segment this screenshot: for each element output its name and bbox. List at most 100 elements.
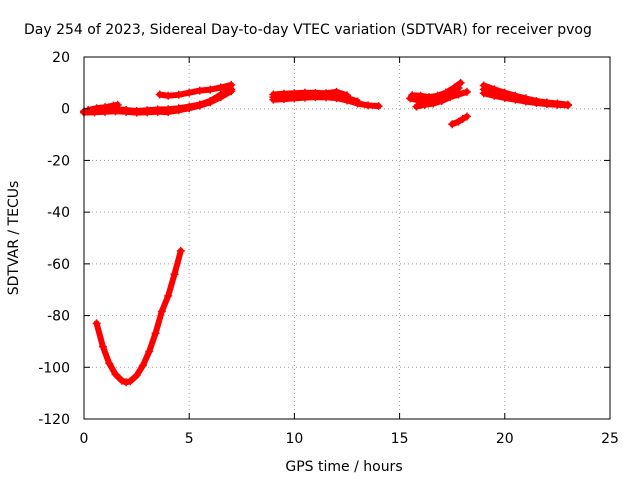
data-point bbox=[206, 98, 215, 107]
data-point bbox=[420, 100, 429, 109]
chart-title: Day 254 of 2023, Sidereal Day-to-day VTE… bbox=[24, 22, 592, 38]
data-point bbox=[553, 100, 562, 109]
y-tick-label: -100 bbox=[38, 360, 70, 376]
y-tick-label: -120 bbox=[38, 412, 70, 428]
data-point bbox=[429, 99, 438, 108]
data-point bbox=[456, 78, 465, 87]
plot-frame bbox=[83, 56, 611, 420]
data-point bbox=[532, 97, 541, 106]
data-point bbox=[84, 106, 93, 115]
series-band-track-l bbox=[449, 113, 470, 128]
data-point bbox=[122, 107, 131, 116]
data-point bbox=[138, 361, 147, 370]
x-tick-label: 25 bbox=[601, 431, 619, 447]
data-point bbox=[105, 359, 114, 368]
data-point bbox=[448, 120, 457, 129]
x-tick-label: 0 bbox=[80, 431, 89, 447]
data-point bbox=[490, 87, 499, 96]
data-point bbox=[563, 101, 572, 110]
data-point bbox=[374, 102, 383, 111]
data-point bbox=[216, 83, 225, 92]
data-point bbox=[157, 307, 166, 316]
data-point bbox=[408, 91, 417, 100]
data-point bbox=[279, 92, 288, 101]
data-point bbox=[269, 93, 278, 102]
data-point bbox=[170, 270, 179, 279]
data-point bbox=[332, 91, 341, 100]
y-tick-label: -40 bbox=[47, 205, 70, 221]
data-point bbox=[206, 85, 215, 94]
data-point bbox=[479, 85, 488, 94]
plot-data bbox=[80, 78, 572, 387]
data-point bbox=[500, 90, 509, 99]
data-point bbox=[425, 93, 434, 102]
data-point bbox=[437, 96, 446, 105]
x-tick-label: 15 bbox=[391, 431, 409, 447]
data-point bbox=[216, 93, 225, 102]
data-point bbox=[433, 91, 442, 100]
y-tick-label: -80 bbox=[47, 309, 70, 325]
data-point bbox=[311, 90, 320, 99]
data-point bbox=[164, 91, 173, 100]
data-point bbox=[109, 101, 118, 110]
data-point bbox=[174, 90, 183, 99]
data-point bbox=[462, 112, 471, 121]
data-point bbox=[412, 102, 421, 111]
grid bbox=[84, 57, 610, 419]
data-point bbox=[111, 107, 120, 116]
data-point bbox=[195, 86, 204, 95]
x-axis-label: GPS time / hours bbox=[285, 459, 402, 475]
y-tick-label: -20 bbox=[47, 153, 70, 169]
x-tick-label: 20 bbox=[496, 431, 514, 447]
y-tick-label: 0 bbox=[61, 102, 70, 118]
data-point bbox=[227, 80, 236, 89]
data-point bbox=[145, 347, 154, 356]
data-point bbox=[458, 115, 467, 124]
data-point bbox=[132, 371, 141, 380]
data-point bbox=[416, 91, 425, 100]
data-point bbox=[364, 101, 373, 110]
data-point bbox=[122, 378, 131, 387]
x-tick-label: 10 bbox=[285, 431, 303, 447]
data-point bbox=[164, 291, 173, 300]
data-point bbox=[155, 90, 164, 99]
data-point bbox=[132, 108, 141, 117]
data-point bbox=[164, 108, 173, 117]
data-point bbox=[195, 101, 204, 110]
data-point bbox=[454, 117, 463, 126]
data-point bbox=[113, 100, 122, 109]
data-point bbox=[343, 93, 351, 102]
y-tick-label: 20 bbox=[52, 50, 70, 66]
data-point bbox=[353, 97, 362, 106]
data-point bbox=[126, 377, 135, 386]
data-point bbox=[92, 319, 101, 328]
data-point bbox=[92, 104, 101, 113]
data-point bbox=[511, 93, 520, 102]
data-point bbox=[462, 87, 471, 96]
y-axis-label: SDTVAR / TECUs bbox=[6, 181, 22, 296]
data-point bbox=[542, 99, 551, 108]
data-point bbox=[321, 91, 330, 100]
data-point bbox=[98, 342, 107, 351]
data-point bbox=[117, 376, 126, 385]
data-point bbox=[111, 370, 120, 379]
data-point bbox=[441, 88, 450, 97]
data-point bbox=[454, 90, 463, 99]
data-point bbox=[174, 106, 183, 115]
data-point bbox=[151, 329, 160, 338]
data-point bbox=[185, 88, 194, 97]
data-point bbox=[143, 108, 152, 117]
y-tick-label: -60 bbox=[47, 257, 70, 273]
data-point bbox=[450, 83, 459, 92]
data-point bbox=[300, 90, 309, 99]
data-point bbox=[185, 104, 194, 113]
data-point bbox=[521, 95, 530, 104]
tick-labels: 0 5 10 15 20 25 -120 -100 -80 -60 -40 -20 0 20 bbox=[38, 50, 619, 447]
data-point bbox=[446, 93, 455, 102]
data-point bbox=[176, 246, 185, 255]
data-point bbox=[153, 107, 162, 116]
data-point bbox=[290, 91, 299, 100]
axis-ticks bbox=[83, 56, 611, 420]
